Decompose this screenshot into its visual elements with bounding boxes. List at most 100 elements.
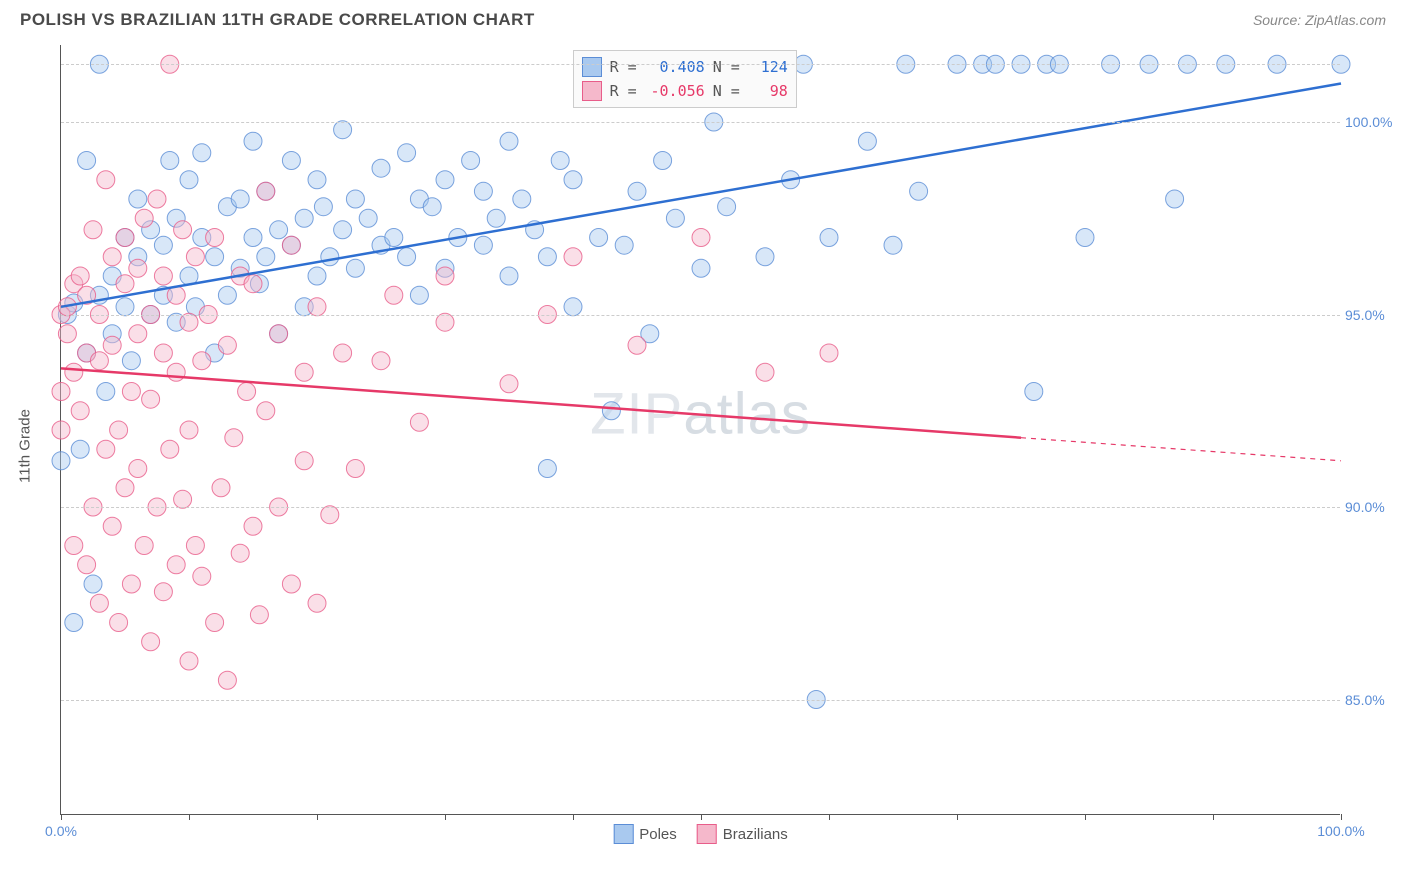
legend-item: Brazilians xyxy=(697,824,788,844)
scatter-point xyxy=(500,132,518,150)
scatter-point xyxy=(654,152,672,170)
scatter-point xyxy=(110,421,128,439)
scatter-point xyxy=(97,171,115,189)
scatter-point xyxy=(436,267,454,285)
correlation-legend: R =0.408N =124R =-0.056N =98 xyxy=(573,50,797,108)
scatter-point xyxy=(257,402,275,420)
scatter-point xyxy=(52,421,70,439)
scatter-point xyxy=(692,229,710,247)
scatter-point xyxy=(231,190,249,208)
legend-label: Brazilians xyxy=(723,826,788,843)
scatter-point xyxy=(142,390,160,408)
scatter-point xyxy=(308,298,326,316)
scatter-point xyxy=(193,144,211,162)
scatter-point xyxy=(500,267,518,285)
scatter-point xyxy=(820,344,838,362)
gridline xyxy=(61,700,1340,701)
scatter-point xyxy=(628,182,646,200)
scatter-point xyxy=(122,352,140,370)
r-label: R = xyxy=(610,82,637,100)
scatter-point xyxy=(186,537,204,555)
scatter-point xyxy=(321,248,339,266)
legend-stat-row: R =-0.056N =98 xyxy=(582,79,788,103)
scatter-point xyxy=(820,229,838,247)
chart-plot-area: ZIPatlas R =0.408N =124R =-0.056N =98 Po… xyxy=(60,45,1340,815)
n-value: 98 xyxy=(748,82,788,100)
scatter-point xyxy=(692,259,710,277)
scatter-point xyxy=(84,221,102,239)
scatter-point xyxy=(180,652,198,670)
scatter-point xyxy=(52,452,70,470)
x-tick-mark xyxy=(445,814,446,820)
scatter-point xyxy=(474,182,492,200)
scatter-point xyxy=(1025,383,1043,401)
n-label: N = xyxy=(713,58,740,76)
scatter-point xyxy=(129,460,147,478)
scatter-point xyxy=(398,144,416,162)
gridline xyxy=(61,315,1340,316)
scatter-point xyxy=(110,614,128,632)
scatter-point xyxy=(282,575,300,593)
scatter-point xyxy=(142,633,160,651)
n-value: 124 xyxy=(748,58,788,76)
scatter-point xyxy=(474,236,492,254)
y-tick-label: 90.0% xyxy=(1345,499,1400,515)
scatter-point xyxy=(225,429,243,447)
scatter-point xyxy=(308,594,326,612)
scatter-point xyxy=(103,517,121,535)
scatter-point xyxy=(250,606,268,624)
legend-item: Poles xyxy=(613,824,677,844)
scatter-point xyxy=(1076,229,1094,247)
scatter-point xyxy=(167,363,185,381)
scatter-point xyxy=(97,383,115,401)
scatter-point xyxy=(295,209,313,227)
scatter-point xyxy=(161,152,179,170)
scatter-point xyxy=(135,209,153,227)
scatter-point xyxy=(321,506,339,524)
x-tick-label: 100.0% xyxy=(1317,823,1364,839)
scatter-point xyxy=(564,248,582,266)
scatter-point xyxy=(154,267,172,285)
y-tick-label: 85.0% xyxy=(1345,692,1400,708)
scatter-point xyxy=(436,313,454,331)
scatter-point xyxy=(206,229,224,247)
scatter-point xyxy=(116,275,134,293)
r-label: R = xyxy=(610,58,637,76)
scatter-point xyxy=(122,383,140,401)
scatter-point xyxy=(346,460,364,478)
scatter-point xyxy=(858,132,876,150)
legend-swatch xyxy=(582,81,602,101)
scatter-point xyxy=(295,363,313,381)
scatter-point xyxy=(71,440,89,458)
scatter-point xyxy=(602,402,620,420)
chart-title: POLISH VS BRAZILIAN 11TH GRADE CORRELATI… xyxy=(20,10,535,30)
scatter-point xyxy=(212,479,230,497)
scatter-point xyxy=(244,275,262,293)
scatter-point xyxy=(372,352,390,370)
legend-label: Poles xyxy=(639,826,677,843)
scatter-point xyxy=(167,556,185,574)
scatter-point xyxy=(718,198,736,216)
scatter-point xyxy=(135,537,153,555)
scatter-point xyxy=(334,344,352,362)
scatter-point xyxy=(270,325,288,343)
scatter-point xyxy=(270,221,288,239)
gridline xyxy=(61,64,1340,65)
scatter-point xyxy=(84,575,102,593)
scatter-point xyxy=(500,375,518,393)
scatter-point xyxy=(385,286,403,304)
scatter-point xyxy=(385,229,403,247)
x-tick-mark xyxy=(189,814,190,820)
scatter-point xyxy=(180,421,198,439)
scatter-point xyxy=(65,537,83,555)
scatter-point xyxy=(590,229,608,247)
scatter-point xyxy=(334,221,352,239)
scatter-point xyxy=(628,336,646,354)
scatter-point xyxy=(97,440,115,458)
scatter-point xyxy=(666,209,684,227)
scatter-point xyxy=(308,171,326,189)
scatter-point xyxy=(359,209,377,227)
gridline xyxy=(61,507,1340,508)
scatter-point xyxy=(174,221,192,239)
scatter-point xyxy=(244,517,262,535)
